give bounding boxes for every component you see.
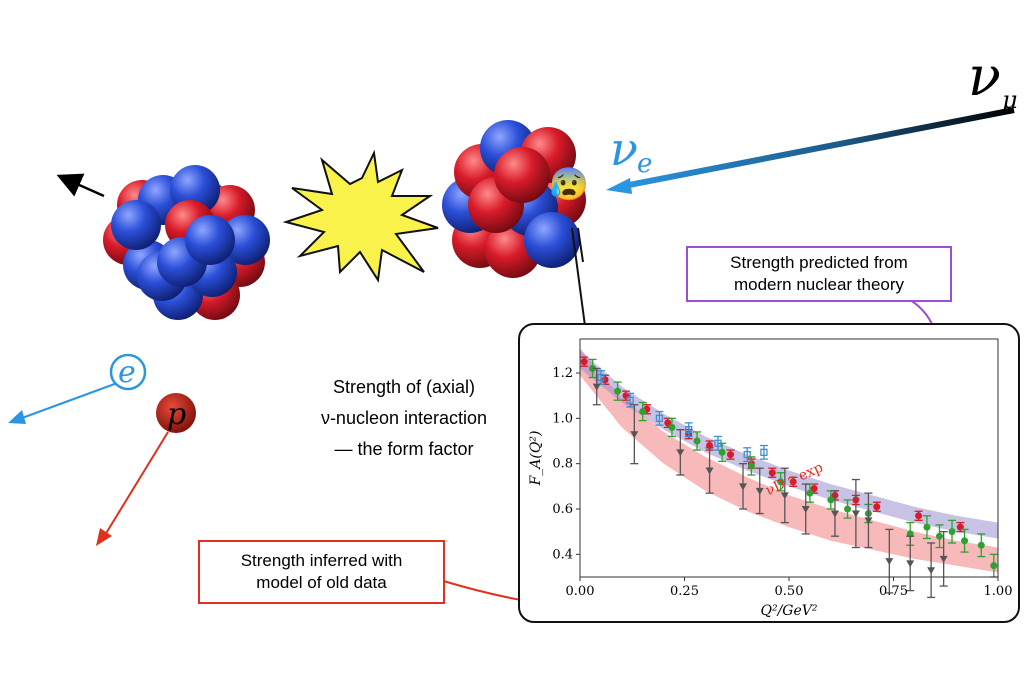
series-1-point <box>597 373 605 382</box>
series-3-point <box>801 506 810 513</box>
series-2-point <box>614 387 622 395</box>
neutrino-beam: ν μ ν e <box>606 45 1018 194</box>
band-0 <box>580 348 998 573</box>
form-factor-line-2: ν-nucleon interaction <box>320 408 488 428</box>
theory-callout: Strength predicted from modern nuclear t… <box>686 246 952 302</box>
series-3-point <box>592 383 601 391</box>
series-3-point <box>780 492 789 500</box>
series-2-point <box>961 537 969 545</box>
series-0-point <box>789 478 797 486</box>
anxious-face-emoji: 😰 <box>549 166 589 202</box>
series-3-point <box>676 449 685 457</box>
series-0-point <box>873 503 881 511</box>
series-3-point <box>739 483 748 491</box>
series-3-point <box>851 510 860 518</box>
theory-callout-line-2: modern nuclear theory <box>733 275 905 294</box>
series-0-point <box>664 419 672 427</box>
series-2-point <box>948 528 956 536</box>
series-1-point <box>760 448 768 456</box>
target-nucleus <box>442 120 586 278</box>
series-2-point <box>639 408 647 416</box>
plot-frame: νD z exp 0.00 0.25 0.50 0.75 1.00 0.4 0.6 0.8 1.0… <box>518 323 1020 623</box>
zoom-line-left <box>571 227 586 327</box>
series-2-point <box>923 523 931 531</box>
form-factor-line-3: — the form factor <box>334 439 474 459</box>
series-2-point <box>977 541 985 549</box>
x-tick-label: 0.25 <box>670 584 699 599</box>
recoil-nucleus <box>103 165 270 320</box>
series-2-point <box>693 437 701 445</box>
theory-callout-line-1: Strength predicted from <box>730 253 908 272</box>
y-tick-label: 0.6 <box>552 502 573 517</box>
proton-symbol: p <box>167 397 186 432</box>
series-3-point <box>906 560 915 568</box>
zoom-line-right <box>577 227 584 263</box>
series-1-point <box>743 450 751 459</box>
series-1-point <box>685 426 693 434</box>
nu-mu-symbol: ν <box>968 45 1001 108</box>
x-axis-label: Q²/GeV² <box>761 603 818 619</box>
proton: p <box>96 393 196 546</box>
series-3-point <box>705 467 714 475</box>
recoil-arrow <box>56 173 105 198</box>
nu-e-symbol: ν <box>610 122 638 176</box>
series-3-point <box>830 510 839 518</box>
old-data-callout-line-2: model of old data <box>256 573 387 592</box>
series-3-point <box>864 517 873 525</box>
y-tick-label: 0.8 <box>552 457 573 472</box>
series-2-point <box>747 462 755 470</box>
x-tick-label: 0.50 <box>775 584 804 599</box>
y-tick-label: 1.2 <box>552 366 573 381</box>
y-axis-label: F_A(Q²) <box>528 431 544 487</box>
series-3-point <box>885 558 894 566</box>
series-1-point <box>655 414 664 422</box>
series-2-point <box>935 532 943 540</box>
series-0-point <box>810 485 818 493</box>
series-2-point <box>990 562 998 570</box>
y-tick-label: 1.0 <box>552 411 573 426</box>
collision-starburst <box>282 149 439 283</box>
form-factor-label: Strength of (axial) ν-nucleon interactio… <box>278 372 530 465</box>
series-1-point <box>626 396 634 404</box>
series-0-point <box>915 512 923 520</box>
series-3-point <box>755 487 764 495</box>
series-0-point <box>726 451 734 459</box>
series-3-point <box>939 555 948 563</box>
series-2-point <box>668 423 676 431</box>
series-3-point <box>630 431 639 439</box>
nu-mu-subscript: μ <box>1002 86 1018 114</box>
nu-e-subscript: e <box>637 149 652 179</box>
old-data-callout: Strength inferred with model of old data <box>198 540 445 604</box>
electron: e <box>8 353 147 424</box>
series-2-point <box>718 448 726 456</box>
x-tick-label: 0.00 <box>566 584 595 599</box>
series-2-point <box>777 478 785 486</box>
series-2-point <box>844 505 852 513</box>
y-tick-label: 0.4 <box>552 547 573 562</box>
series-2-point <box>806 489 814 497</box>
form-factor-line-1: Strength of (axial) <box>332 377 476 397</box>
electron-symbol: e <box>118 355 136 390</box>
old-data-callout-line-1: Strength inferred with <box>240 551 403 570</box>
x-tick-label: 0.75 <box>879 584 908 599</box>
series-2-point <box>589 364 597 372</box>
series-3-point <box>927 567 936 575</box>
series-0-point <box>580 358 588 366</box>
x-tick-label: 1.00 <box>984 584 1013 599</box>
series-0-point <box>768 469 776 477</box>
series-0-point <box>601 376 609 384</box>
band-1 <box>580 350 998 539</box>
series-2-point <box>827 496 835 504</box>
